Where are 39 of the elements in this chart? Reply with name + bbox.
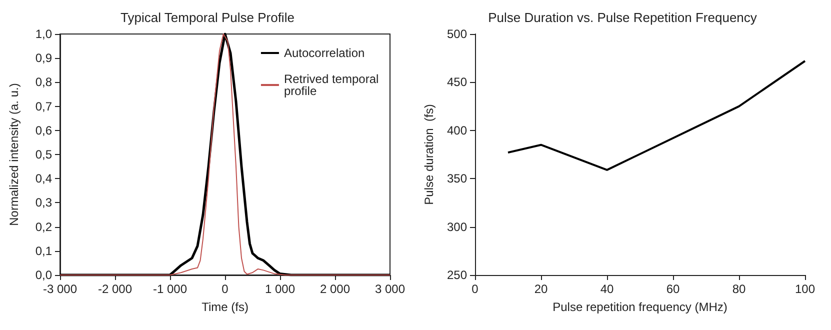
y-tick-label: 1,0 [35,27,52,41]
x-tick-label: -1 000 [152,282,188,296]
y-tick-label: 0,0 [35,268,52,282]
x-tick-label: 80 [732,282,746,296]
y-tick-label: 300 [446,220,468,234]
x-axis-title: Time (fs) [202,300,248,314]
x-tick-label: 20 [534,282,548,296]
x-tick-label: 60 [666,282,680,296]
y-tick-label: 250 [446,268,468,282]
y-tick-label: 0,9 [35,51,52,66]
x-tick-label: 40 [600,282,614,296]
y-tick-label: 350 [446,172,468,186]
y-axis-title: Normalized intensity (a. u.) [7,83,21,226]
legend-label: Autocorrelation [284,46,365,60]
line-series [507,60,806,171]
y-tick-label: 0,8 [35,75,52,90]
y-tick-label: 0,3 [35,196,52,210]
y-tick-label: 0,4 [35,172,52,186]
y-tick-label: 500 [446,27,468,41]
y-tick-label: 0,2 [35,220,52,234]
x-tick-label: 0 [222,282,229,296]
x-tick-label: 100 [794,282,816,296]
chart-title: Typical Temporal Pulse Profile [120,10,294,25]
chart-title: Pulse Duration vs. Pulse Repetition Frequency [488,10,758,25]
x-tick-label: 0 [472,282,479,296]
x-tick-label: 3 000 [374,282,406,296]
x-axis-title: Pulse repetition frequency (MHz) [552,300,728,314]
legend-label: Retrived temporal profile [284,72,382,98]
x-tick-label: -2 000 [98,282,132,296]
x-tick-label: 2 000 [320,282,350,296]
y-tick-label: 450 [446,75,468,90]
y-tick-label: 0,6 [35,123,52,138]
y-tick-label: 0,1 [35,244,52,258]
x-tick-label: 1 000 [264,282,296,296]
y-axis-title: Pulse duration (fs) [422,104,436,205]
x-tick-label: -3 000 [42,282,78,296]
y-tick-label: 400 [446,123,468,138]
y-tick-label: 0,5 [35,148,52,162]
y-tick-label: 0,7 [35,99,52,114]
